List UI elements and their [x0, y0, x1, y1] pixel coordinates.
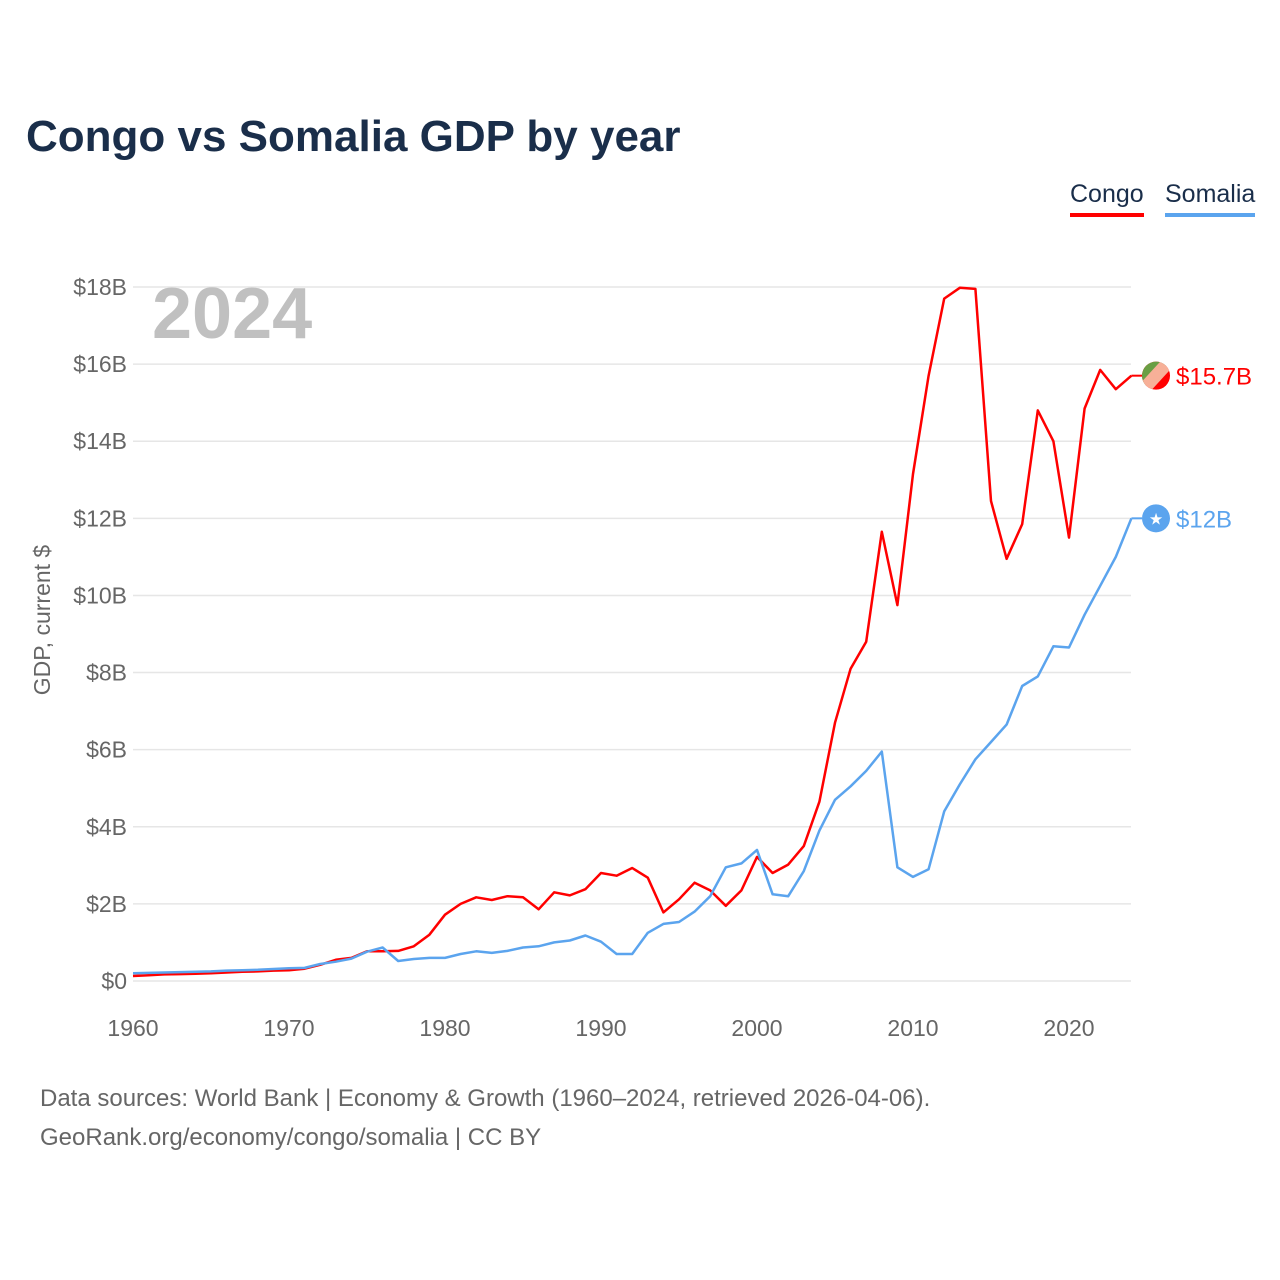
flag-stripe — [1142, 361, 1170, 390]
y-axis-label: GDP, current $ — [29, 545, 55, 696]
end-value-label: $15.7B — [1176, 364, 1252, 391]
flag-circle — [1142, 504, 1170, 533]
y-tick-label: $4B — [86, 814, 127, 840]
star-icon: ★ — [1149, 511, 1163, 528]
y-tick-label: $18B — [73, 274, 127, 300]
footer-link[interactable]: GeoRank.org/economy/congo/somalia | CC B… — [40, 1124, 542, 1151]
x-tick-label: 2000 — [731, 1015, 782, 1041]
somalia-flag-icon: ★ — [1142, 504, 1170, 533]
x-tick-label: 1990 — [575, 1015, 626, 1041]
x-tick-label: 1970 — [263, 1015, 314, 1041]
series-line-congo — [132, 286, 1133, 978]
legend-item-somalia[interactable]: Somalia — [1165, 180, 1256, 217]
y-tick-label: $8B — [86, 660, 127, 686]
footer-sources: Data sources: World Bank | Economy & Gro… — [40, 1085, 931, 1112]
y-tick-label: $14B — [73, 428, 127, 454]
congo-flag-icon — [1142, 361, 1170, 390]
y-tick-label: $10B — [73, 582, 127, 608]
legend-item-congo[interactable]: Congo — [1070, 180, 1144, 217]
y-tick-label: $6B — [86, 737, 127, 763]
end-value-label: $12B — [1176, 506, 1232, 533]
year-label: 2024 — [152, 274, 312, 354]
series-line-somalia — [132, 517, 1133, 975]
x-tick-label: 1960 — [107, 1015, 158, 1041]
flag-stripes — [1142, 361, 1170, 390]
y-tick-label: $16B — [73, 351, 127, 377]
chart-title: Congo vs Somalia GDP by year — [26, 112, 681, 161]
x-tick-label: 2020 — [1043, 1015, 1094, 1041]
y-tick-label: $12B — [73, 505, 127, 531]
y-tick-label: $2B — [86, 891, 127, 917]
x-tick-label: 1980 — [419, 1015, 470, 1041]
x-tick-label: 2010 — [887, 1015, 938, 1041]
y-tick-label: $0 — [101, 968, 127, 994]
